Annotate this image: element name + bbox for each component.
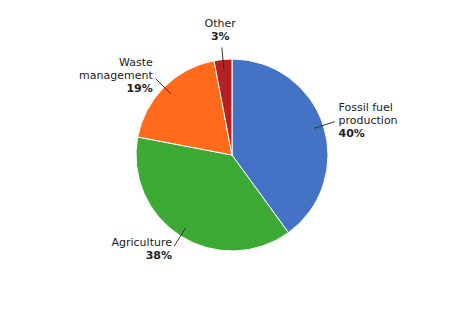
category-label: Other <box>205 17 237 30</box>
leader-line <box>156 79 171 94</box>
leader-line <box>314 122 335 129</box>
chart: Fossil fuelproduction40% Agriculture38% Wa… <box>0 0 474 310</box>
slices <box>136 59 328 251</box>
slice <box>214 59 232 155</box>
category-label: Agriculture <box>111 236 172 249</box>
slice <box>136 137 288 251</box>
value-label: 3% <box>211 30 230 43</box>
labels: Fossil fuelproduction40% Agriculture38% Wa… <box>79 17 397 262</box>
category-label: Wastemanagement <box>79 56 153 82</box>
value-label: 38% <box>146 249 172 262</box>
leader-line <box>222 47 224 69</box>
value-label: 19% <box>126 82 152 95</box>
category-label: Fossil fuelproduction <box>339 101 398 127</box>
leader-line <box>174 228 186 246</box>
chart-container: Fossil fuelproduction40% Agriculture38% Wa… <box>0 0 474 310</box>
value-label: 40% <box>339 127 365 140</box>
